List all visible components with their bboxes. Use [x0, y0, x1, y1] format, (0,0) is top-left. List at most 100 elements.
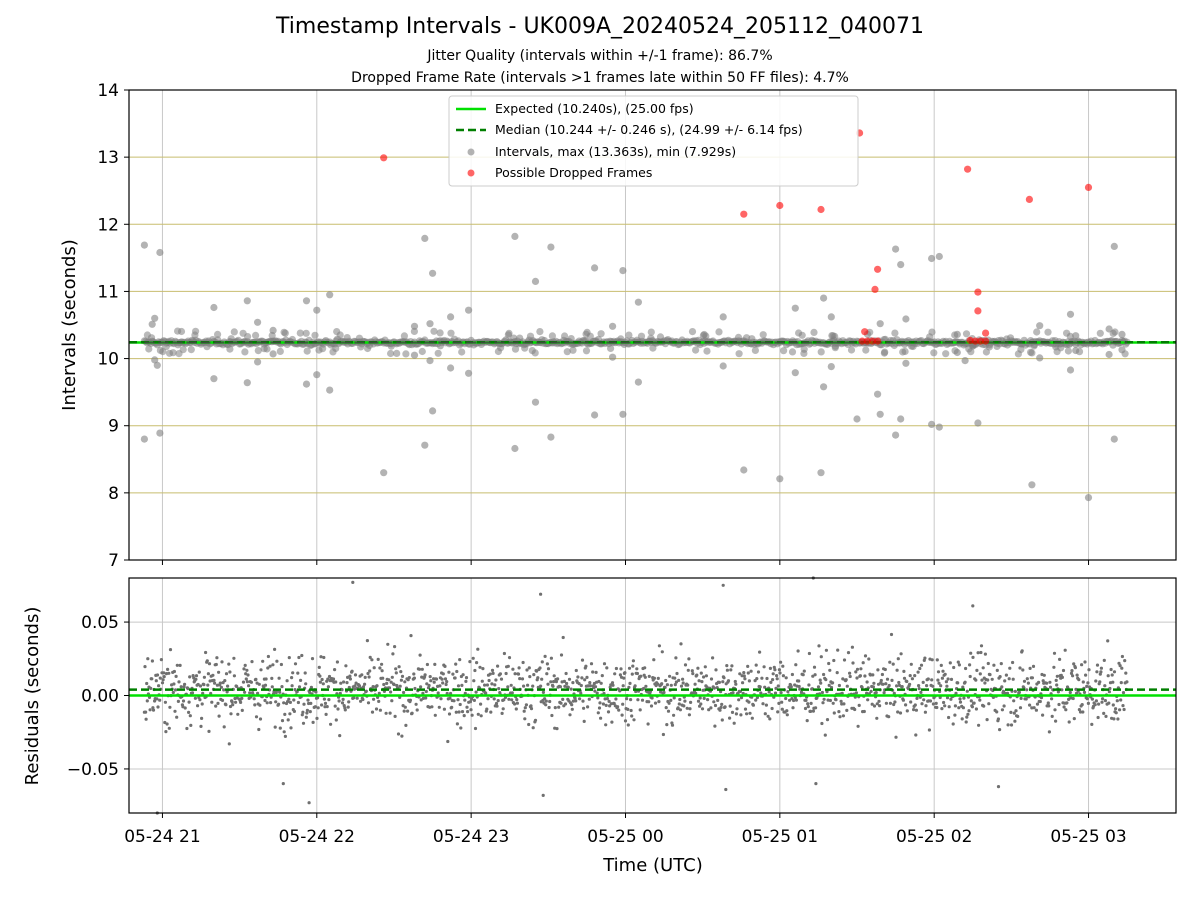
residual-point: [862, 709, 866, 714]
residual-point: [1055, 683, 1059, 687]
residual-point: [522, 684, 526, 688]
residual-point: [539, 592, 543, 596]
residual-point: [672, 713, 676, 717]
residual-point: [306, 698, 310, 702]
interval-point: [429, 269, 437, 277]
residual-point: [566, 685, 570, 689]
residual-point: [552, 680, 556, 684]
interval-point: [567, 335, 575, 343]
residual-point: [285, 679, 289, 683]
top-axes-frame: [128, 89, 1177, 561]
residual-point: [896, 710, 900, 714]
residual-point: [775, 677, 779, 681]
residual-point: [724, 787, 728, 792]
dropped-frame-point: [1084, 183, 1093, 191]
interval-point: [1072, 332, 1080, 340]
residual-point: [983, 681, 987, 685]
interval-point: [357, 343, 365, 351]
residual-point: [232, 656, 236, 660]
residual-point: [665, 723, 669, 727]
residual-point: [767, 690, 771, 694]
interval-point: [935, 423, 943, 431]
residual-point: [646, 690, 650, 694]
residual-point: [562, 679, 567, 684]
interval-point: [1105, 350, 1113, 359]
residual-point: [1053, 708, 1057, 712]
interval-point: [928, 420, 936, 428]
residual-point: [167, 726, 171, 730]
residual-point: [972, 701, 976, 705]
residual-point: [610, 720, 614, 724]
residual-point: [996, 785, 1001, 789]
residual-point: [838, 715, 842, 719]
residual-point: [944, 680, 949, 684]
residual-point: [718, 708, 722, 712]
residual-point: [181, 699, 186, 703]
residual-point: [282, 701, 286, 705]
interval-point: [156, 346, 164, 354]
residual-point: [865, 691, 869, 695]
residual-point: [206, 683, 210, 687]
residual-point: [1102, 711, 1106, 716]
residual-point: [269, 701, 273, 705]
residual-point: [776, 684, 780, 688]
residual-point: [263, 698, 267, 703]
residual-point: [796, 649, 800, 653]
residual-point: [570, 703, 574, 707]
residual-point: [635, 667, 639, 671]
residual-point: [842, 658, 847, 662]
interval-point: [634, 378, 643, 386]
residual-point: [531, 726, 535, 730]
residual-point: [835, 671, 839, 675]
residual-point: [784, 676, 788, 680]
interval-point: [511, 444, 519, 453]
residual-point: [387, 678, 391, 682]
residual-point: [523, 706, 527, 710]
residual-point: [754, 698, 758, 702]
residual-point: [160, 681, 165, 685]
residual-point: [630, 672, 634, 676]
interval-point: [1033, 328, 1041, 336]
interval-point: [607, 344, 615, 352]
residual-point: [245, 680, 249, 684]
residual-point: [1081, 710, 1085, 714]
residual-point: [1017, 690, 1022, 695]
residual-point: [413, 686, 417, 691]
residual-point: [681, 681, 685, 685]
residual-point: [415, 708, 419, 712]
residual-point: [949, 697, 953, 701]
residual-point: [521, 660, 525, 665]
interval-point: [311, 331, 319, 339]
residual-point: [918, 666, 922, 671]
residual-point: [807, 651, 812, 656]
residual-point: [611, 683, 615, 687]
residual-point: [525, 668, 529, 672]
residual-point: [536, 676, 540, 680]
residual-point: [183, 682, 187, 686]
residual-point: [526, 683, 530, 687]
residual-point: [581, 699, 585, 703]
residual-point: [604, 723, 608, 727]
residual-point: [432, 680, 436, 684]
residual-point: [261, 659, 265, 663]
residual-point: [265, 701, 269, 705]
residual-point: [1062, 705, 1066, 709]
interval-point: [355, 334, 363, 342]
dropped-frame-point: [982, 329, 990, 337]
residual-point: [990, 677, 994, 681]
dropped-frame-point: [976, 337, 985, 345]
residual-point: [389, 680, 393, 684]
residual-point: [469, 708, 473, 712]
dropped-frame-point: [982, 337, 990, 345]
interval-point: [252, 331, 260, 339]
residual-point: [582, 706, 586, 710]
interval-point: [935, 252, 943, 261]
interval-point: [625, 331, 633, 339]
residual-point: [597, 679, 601, 684]
residual-point: [870, 702, 874, 706]
residual-point: [336, 707, 340, 711]
residual-point: [513, 702, 517, 706]
interval-point: [429, 407, 437, 415]
residual-point: [642, 686, 646, 691]
